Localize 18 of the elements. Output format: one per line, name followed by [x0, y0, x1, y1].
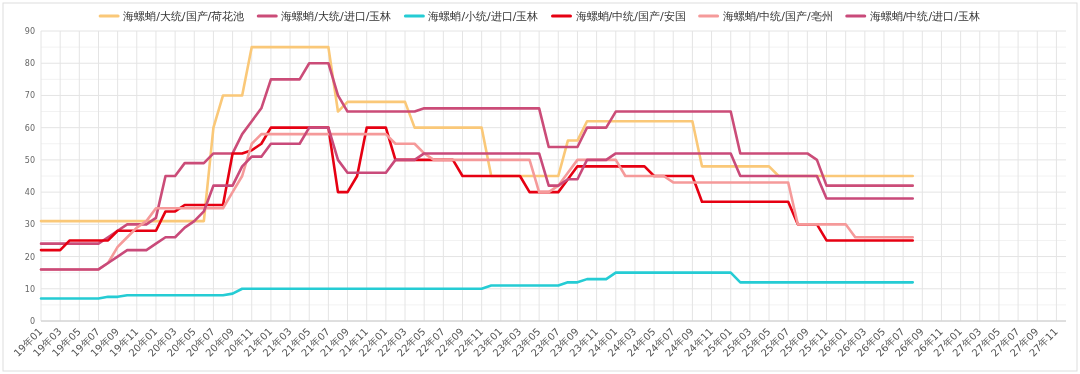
line-series [39, 61, 915, 245]
legend-label: 海螺蛸/小统/进口/玉林 [428, 10, 539, 23]
y-tick-label: 60 [24, 123, 35, 133]
legend-label: 海螺蛸/中统/进口/玉林 [869, 10, 980, 23]
legend-label: 海螺蛸/中统/国产/安国 [575, 10, 686, 23]
y-tick-label: 40 [24, 188, 35, 198]
y-tick-label: 50 [24, 155, 35, 165]
y-tick-label: 20 [24, 252, 35, 262]
y-tick-label: 90 [24, 27, 35, 36]
legend-label: 海螺蛸/大统/国产/荷花池 [123, 10, 245, 23]
y-tick-label: 30 [24, 220, 35, 230]
legend-label: 海螺蛸/大统/进口/玉林 [281, 10, 392, 23]
y-tick-label: 0 [29, 317, 35, 326]
line-series [39, 271, 915, 300]
y-tick-label: 10 [24, 284, 35, 294]
y-tick-label: 70 [24, 91, 35, 101]
legend-label: 海螺蛸/中统/国产/亳州 [722, 10, 833, 23]
y-tick-label: 80 [24, 59, 35, 69]
